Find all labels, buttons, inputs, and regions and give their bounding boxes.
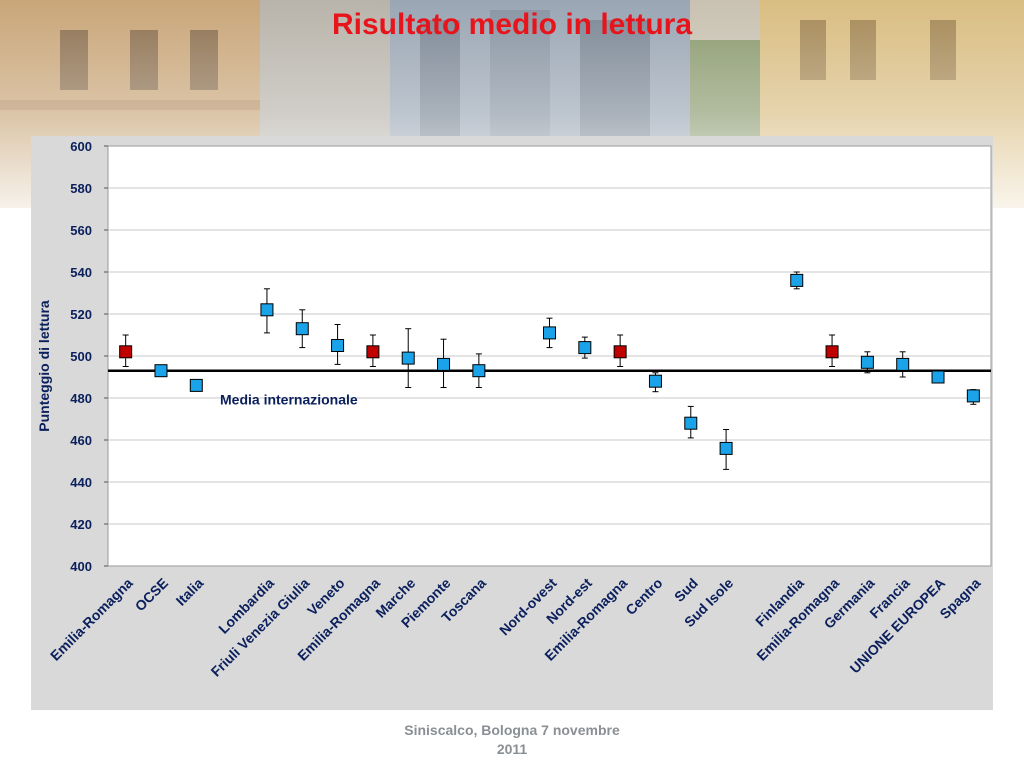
x-tick-label: OCSE (132, 575, 171, 614)
data-point-marker (684, 416, 698, 430)
data-point-marker (860, 355, 874, 369)
footer-line-1: Siniscalco, Bologna 7 novembre (404, 722, 620, 738)
data-point-marker (331, 339, 345, 352)
data-point-marker (119, 345, 133, 359)
footer-line-2: 2011 (496, 741, 528, 757)
building-photo (0, 0, 1024, 208)
y-tick-label: 440 (70, 475, 92, 490)
y-tick-label: 420 (70, 517, 92, 532)
data-point-marker (648, 374, 662, 388)
x-tick-label: Italia (173, 575, 207, 609)
x-tick-label: Sud (671, 575, 701, 605)
data-point-marker (437, 357, 451, 371)
reading-score-chart: 400 420 440 460 480 500 520 540 560 580 600 Puntegg… (36, 139, 992, 680)
data-point-marker (543, 326, 556, 340)
y-tick-label: 600 (70, 139, 92, 154)
data-point-marker (966, 389, 980, 403)
data-point-marker (401, 351, 415, 365)
y-tick-label: 580 (70, 181, 92, 196)
data-point-marker (260, 303, 274, 317)
slide-footer: Siniscalco, Bologna 7 novembre 2011 (362, 721, 662, 759)
x-tick-label: Nord-ovest (496, 575, 560, 639)
y-tick-label: 400 (70, 559, 92, 574)
data-point-marker (295, 322, 309, 336)
data-point-marker (896, 357, 910, 371)
x-tick-label: Centro (622, 575, 665, 618)
y-axis-label: Punteggio di lettura (36, 300, 52, 432)
y-tick-label: 480 (70, 391, 92, 406)
data-point-marker (790, 273, 804, 287)
y-tick-label: 520 (70, 307, 92, 322)
x-tick-label: Emilia-Romagna (47, 575, 136, 664)
data-point-marker (189, 378, 203, 392)
header-photo-banner (0, 0, 1024, 208)
data-point-marker (931, 370, 945, 384)
data-point-marker (719, 441, 733, 455)
data-point-marker (472, 364, 486, 378)
y-tick-label: 500 (70, 349, 92, 364)
data-point-marker (154, 364, 168, 378)
data-point-marker (825, 345, 839, 359)
slide-title: Risultato medio in lettura (331, 8, 693, 41)
reference-line-label: Media internazionale (220, 392, 358, 408)
data-point-marker (366, 345, 380, 359)
chart-panel: 400 420 440 460 480 500 520 540 560 580 600 Puntegg… (31, 136, 993, 710)
y-tick-label: 460 (70, 433, 92, 448)
y-tick-label: 540 (70, 265, 92, 280)
y-tick-label: 560 (70, 223, 92, 238)
data-point-marker (578, 341, 592, 355)
data-point-marker (613, 345, 627, 359)
